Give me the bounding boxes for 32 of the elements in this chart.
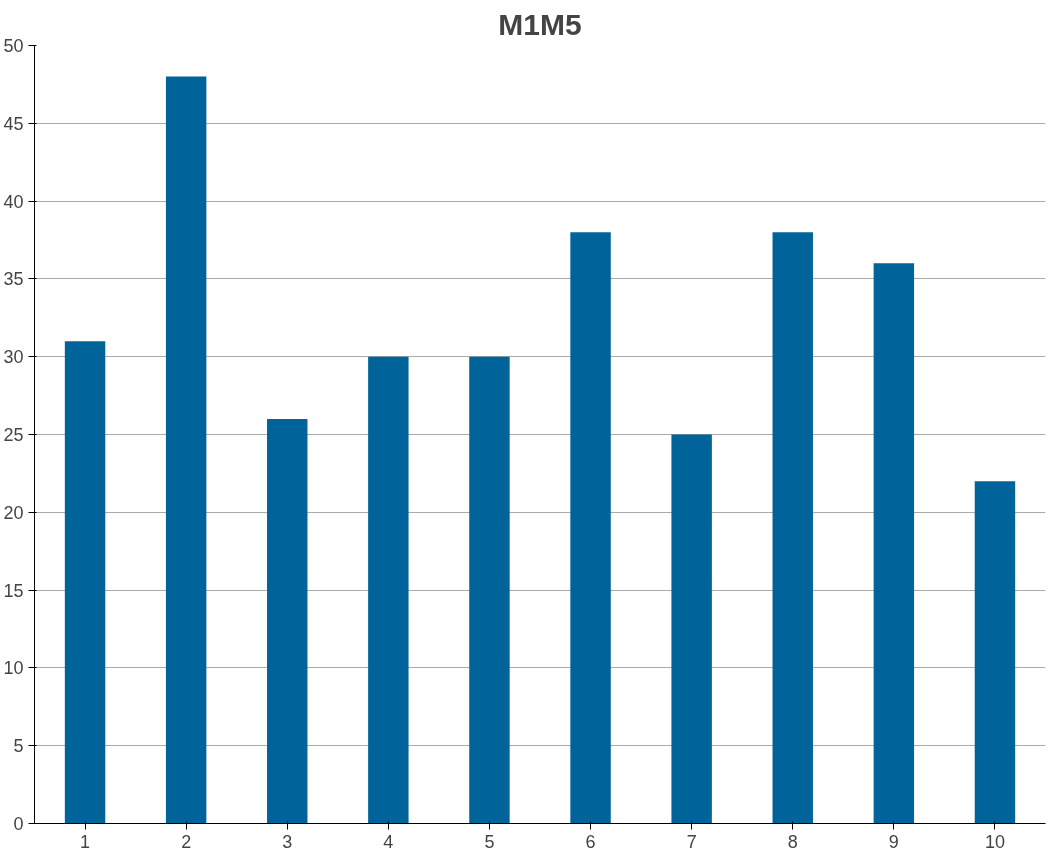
y-tick-label: 35 [3, 269, 24, 290]
bar [469, 356, 510, 824]
x-tick-label: 2 [181, 831, 192, 852]
y-tick-label: 5 [13, 736, 24, 757]
x-tick-label: 7 [686, 831, 697, 852]
y-tick-label: 15 [3, 580, 24, 601]
y-tick-label: 10 [3, 658, 24, 679]
bar [570, 232, 611, 824]
x-tick-label: 9 [888, 831, 899, 852]
y-tick-label: 0 [13, 814, 24, 834]
y-tick-label: 30 [3, 347, 24, 368]
bar [64, 341, 106, 824]
y-tick-label: 45 [3, 113, 24, 134]
x-tick-label: 5 [484, 831, 495, 852]
bar [267, 418, 308, 824]
y-tick-label: 40 [3, 191, 24, 212]
x-tick-label: 1 [80, 831, 91, 852]
bar [873, 263, 915, 824]
bar [165, 76, 207, 824]
x-tick-label: 6 [585, 831, 596, 852]
y-tick-label: 20 [3, 502, 24, 523]
x-tick-label: 8 [787, 831, 798, 852]
bar [772, 232, 813, 824]
bar [368, 356, 409, 824]
bar [671, 434, 712, 824]
y-tick-label: 50 [3, 36, 24, 56]
x-tick-label: 4 [383, 831, 394, 852]
y-tick-label: 25 [3, 425, 24, 445]
chart-title: M1M5 [498, 7, 582, 41]
bar [974, 481, 1016, 824]
x-tick-label: 10 [984, 831, 1005, 852]
x-tick-label: 3 [282, 831, 293, 852]
